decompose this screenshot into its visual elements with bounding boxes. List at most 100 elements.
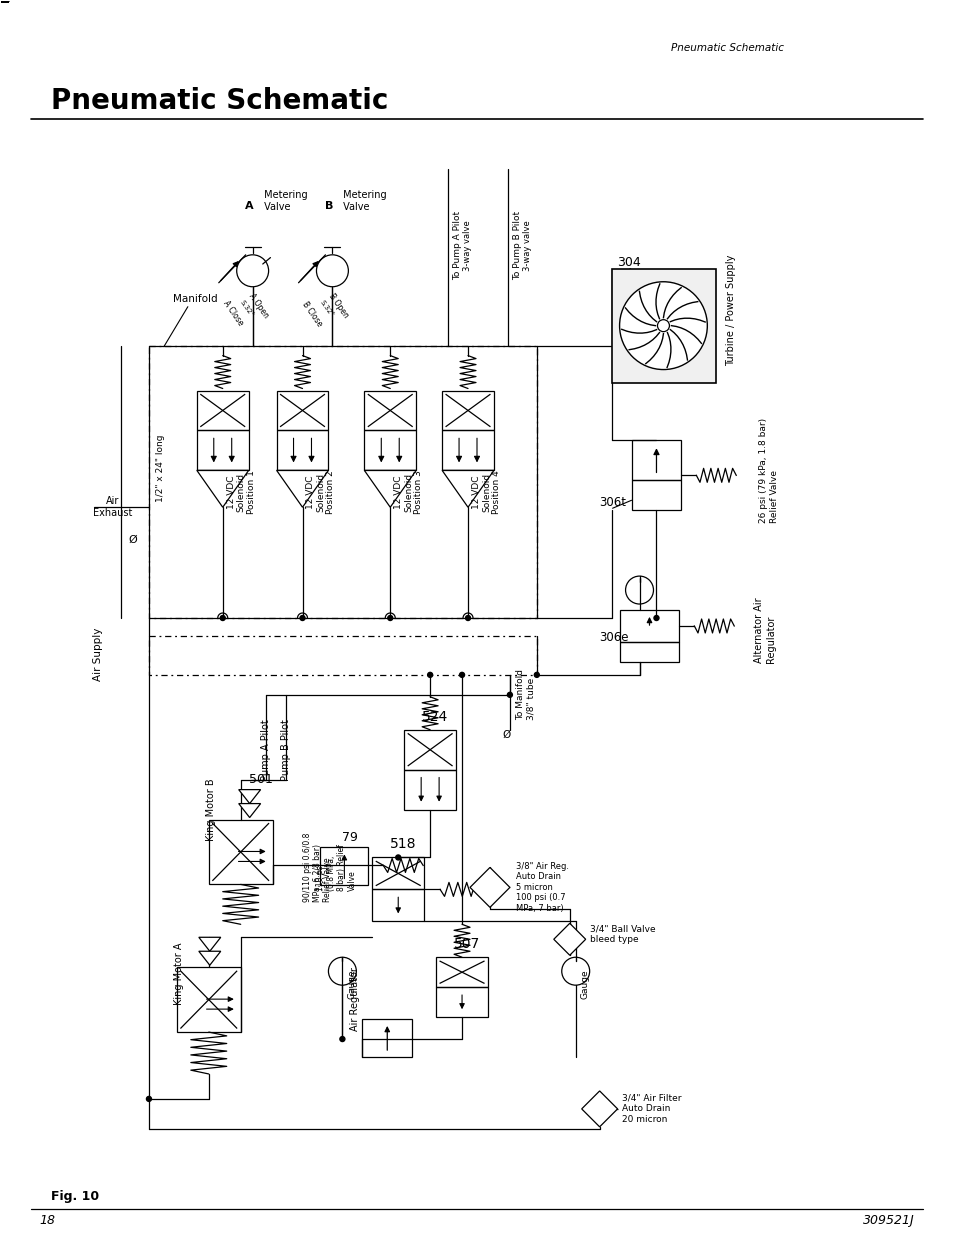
Text: 12 VDC: 12 VDC [227, 475, 235, 509]
Text: King Motor A: King Motor A [173, 944, 184, 1005]
Circle shape [465, 615, 470, 620]
Bar [362, 1019, 412, 1057]
Text: 1/2" x 24" long: 1/2" x 24" long [155, 435, 165, 503]
Polygon shape [238, 789, 260, 804]
Text: 12 VDC: 12 VDC [394, 475, 403, 509]
Bar [404, 769, 456, 810]
Bar [364, 390, 416, 431]
Text: Pneumatic Schematic: Pneumatic Schematic [51, 88, 388, 115]
Text: A: A [245, 201, 253, 211]
Bar [364, 431, 416, 471]
Text: Solenoid: Solenoid [236, 473, 246, 511]
Text: 501: 501 [249, 773, 273, 787]
Text: 507: 507 [454, 937, 479, 951]
Text: 518: 518 [390, 837, 416, 851]
Circle shape [534, 672, 538, 677]
Bar [209, 820, 273, 884]
Polygon shape [470, 867, 509, 908]
Bar [320, 847, 368, 885]
Text: King Motor B: King Motor B [206, 778, 215, 841]
Bar [372, 857, 424, 889]
Text: Ø: Ø [129, 535, 137, 545]
Circle shape [459, 672, 464, 677]
Text: 79: 79 [342, 831, 358, 844]
Circle shape [427, 672, 432, 677]
Text: Position 4: Position 4 [492, 471, 500, 514]
Bar [611, 269, 716, 383]
Text: Air Regulator: Air Regulator [350, 967, 360, 1031]
Text: A Open: A Open [247, 291, 270, 320]
Bar [436, 987, 487, 1018]
Text: 524: 524 [422, 710, 448, 724]
Bar [276, 431, 328, 471]
Text: S.32°: S.32° [318, 299, 334, 319]
Circle shape [657, 320, 669, 332]
Circle shape [339, 1036, 345, 1041]
Text: Pump B Pilot: Pump B Pilot [280, 719, 291, 781]
Text: Metering
 Valve: Metering Valve [340, 190, 387, 211]
Text: Gauge: Gauge [580, 969, 589, 999]
Text: 3/4" Ball Valve
bleed type: 3/4" Ball Valve bleed type [589, 925, 655, 944]
Polygon shape [198, 951, 220, 966]
Text: A Close: A Close [221, 299, 244, 327]
Text: B Close: B Close [300, 300, 324, 327]
Text: 18: 18 [39, 1214, 55, 1228]
Text: 304: 304 [616, 257, 639, 269]
Text: Solenoid: Solenoid [404, 473, 413, 511]
Text: Position 3: Position 3 [414, 471, 423, 514]
Text: Air Supply: Air Supply [93, 627, 103, 680]
Text: 3/4" Air Filter
Auto Drain
20 micron: 3/4" Air Filter Auto Drain 20 micron [621, 1094, 680, 1124]
Bar [196, 431, 249, 471]
Text: Alternator Air
Regulator: Alternator Air Regulator [754, 598, 775, 663]
Bar [631, 441, 680, 480]
Text: 3-way valve: 3-way valve [462, 221, 472, 272]
Bar [631, 480, 680, 510]
Text: 309521J: 309521J [862, 1214, 914, 1228]
Bar [436, 957, 487, 987]
Bar [404, 730, 456, 769]
Text: To Pump B Pilot: To Pump B Pilot [513, 211, 521, 280]
Text: Pump A Pilot: Pump A Pilot [260, 719, 271, 781]
Text: 306e: 306e [599, 631, 628, 645]
Bar [618, 610, 679, 642]
Polygon shape [553, 924, 585, 955]
Bar [196, 390, 249, 431]
Text: To Pump A Pilot: To Pump A Pilot [453, 211, 461, 280]
Circle shape [618, 282, 706, 369]
Bar [441, 390, 494, 431]
Text: Ø: Ø [502, 730, 511, 740]
Bar [441, 431, 494, 471]
Circle shape [387, 615, 393, 620]
Circle shape [395, 855, 400, 860]
Circle shape [147, 1097, 152, 1102]
Text: Turbine / Power Supply: Turbine / Power Supply [725, 254, 736, 367]
Text: 12 VDC: 12 VDC [472, 475, 480, 509]
Circle shape [654, 615, 659, 620]
Text: 3/8" Air Reg.
Auto Drain
5 micron
100 psi (0.7
MPa, 7 bar): 3/8" Air Reg. Auto Drain 5 micron 100 ps… [516, 862, 568, 913]
Text: Metering
 Valve: Metering Valve [260, 190, 307, 211]
Text: 306t: 306t [599, 495, 626, 509]
Text: Air
Exhaust: Air Exhaust [93, 496, 132, 517]
Bar [276, 390, 328, 431]
Text: B Open: B Open [327, 291, 350, 320]
Text: Solenoid: Solenoid [481, 473, 491, 511]
Text: 26 psi (79 kPa, 1.8 bar)
Relief Valve: 26 psi (79 kPa, 1.8 bar) Relief Valve [759, 417, 778, 522]
Text: Pneumatic Schematic: Pneumatic Schematic [671, 43, 783, 53]
Text: 3-way valve: 3-way valve [522, 221, 532, 272]
Polygon shape [238, 804, 260, 818]
Bar [372, 889, 424, 921]
Text: Fig. 10: Fig. 10 [51, 1191, 99, 1203]
Text: B: B [325, 201, 333, 211]
Text: Manifold: Manifold [172, 294, 217, 304]
Text: 12 VDC: 12 VDC [306, 475, 315, 509]
Circle shape [299, 615, 305, 620]
Polygon shape [198, 937, 220, 951]
Circle shape [220, 615, 225, 620]
Polygon shape [581, 1091, 617, 1126]
Text: Solenoid: Solenoid [316, 473, 325, 511]
Text: Position 2: Position 2 [326, 471, 335, 514]
Text: Gauge: Gauge [347, 969, 356, 999]
Text: Position 1: Position 1 [247, 471, 255, 514]
Circle shape [507, 693, 512, 698]
Text: S.32°: S.32° [238, 299, 254, 319]
